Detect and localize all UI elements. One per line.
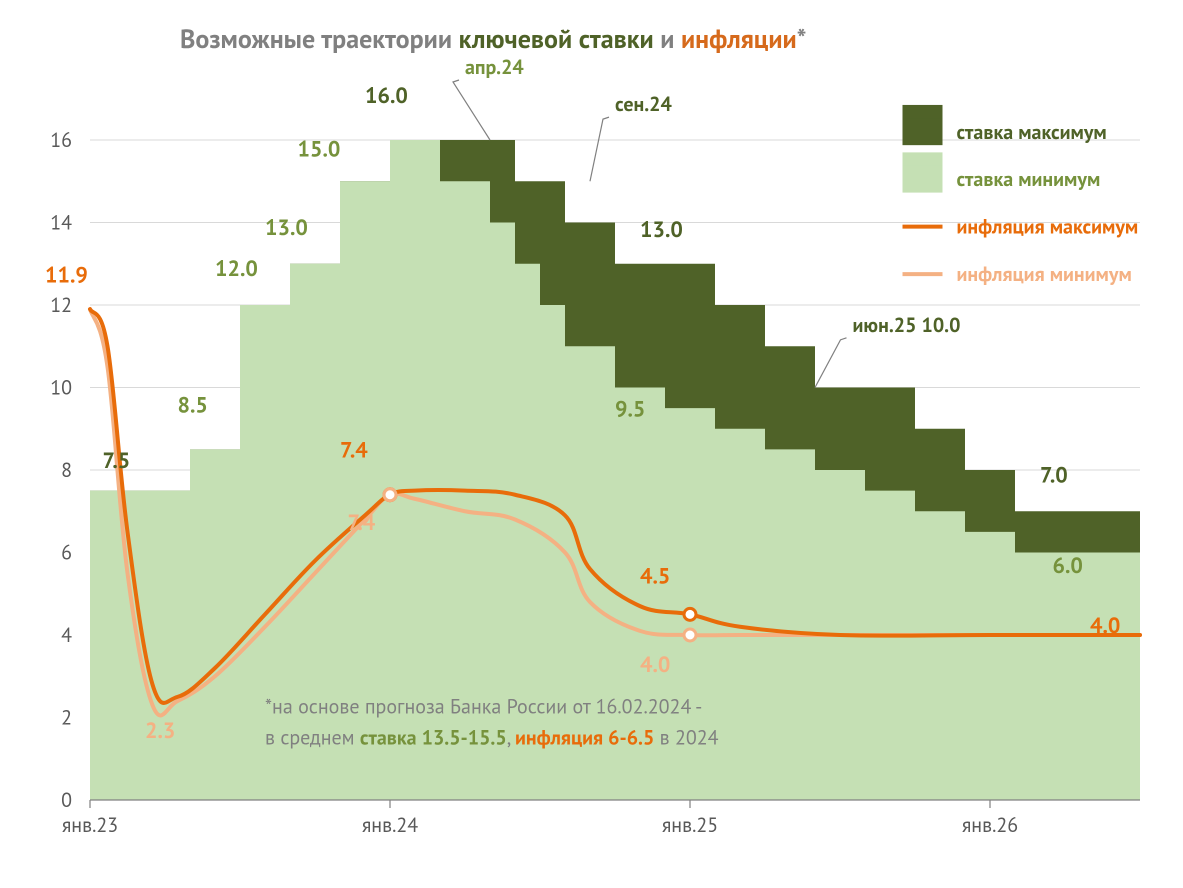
value-label: 13.0 bbox=[265, 214, 308, 242]
legend-swatch bbox=[903, 166, 943, 193]
y-tick-label: 8 bbox=[61, 457, 72, 483]
data-marker bbox=[384, 489, 396, 501]
value-label: 16.0 bbox=[365, 82, 408, 110]
legend-swatch bbox=[903, 118, 943, 145]
footnote-line2: в среднем ставка 13.5-15.5, инфляция 6-6… bbox=[265, 724, 719, 750]
value-label: 4.0 bbox=[1090, 612, 1120, 640]
x-tick-label: янв.23 bbox=[62, 812, 118, 838]
value-label: 13.0 bbox=[640, 216, 683, 244]
value-label: 2.3 bbox=[145, 717, 175, 745]
value-label: 7.5 bbox=[103, 447, 131, 475]
data-marker bbox=[684, 629, 696, 641]
value-label: 6.0 bbox=[1053, 552, 1083, 580]
value-label: 9.5 bbox=[615, 395, 645, 423]
value-label: 7.4 bbox=[348, 509, 376, 537]
callout-leader bbox=[590, 117, 609, 181]
y-tick-label: 10 bbox=[50, 375, 72, 401]
value-label: 12.0 bbox=[215, 255, 258, 283]
value-label: 4.0 bbox=[640, 651, 670, 679]
chart-svg: 0 2 4 6 8 10 12 14 16 янв.23 янв.24 янв.25 янв.26 апр… bbox=[0, 0, 1183, 888]
legend-label: ставка максимум bbox=[957, 119, 1107, 145]
chart-title: Возможные траектории ключевой ставки и и… bbox=[180, 23, 807, 56]
callout-label: июн.25 10.0 bbox=[853, 312, 961, 338]
y-tick-label: 12 bbox=[50, 292, 72, 318]
x-tick-label: янв.26 bbox=[962, 812, 1018, 838]
legend-label: ставка минимум bbox=[957, 166, 1101, 192]
x-tick-label: янв.24 bbox=[362, 812, 418, 838]
y-tick-label: 2 bbox=[61, 705, 72, 731]
value-label: 7.0 bbox=[1040, 461, 1068, 489]
y-tick-label: 16 bbox=[50, 127, 72, 153]
value-label: 15.0 bbox=[298, 136, 341, 164]
value-label: 7.4 bbox=[340, 437, 368, 465]
legend-label: инфляция минимум bbox=[957, 261, 1132, 287]
legend-label: инфляция максимум bbox=[957, 214, 1139, 240]
callout-leader bbox=[815, 338, 847, 388]
y-tick-label: 6 bbox=[61, 540, 72, 566]
callout-label: сен.24 bbox=[615, 91, 672, 117]
callout-leader bbox=[453, 80, 490, 140]
y-tick-label: 0 bbox=[61, 787, 72, 813]
value-label: 11.9 bbox=[45, 261, 88, 289]
value-label: 4.5 bbox=[640, 562, 670, 590]
x-tick-label: янв.25 bbox=[662, 812, 718, 838]
y-tick-label: 4 bbox=[61, 622, 72, 648]
value-label: 8.5 bbox=[178, 391, 208, 419]
data-marker bbox=[684, 608, 696, 620]
footnote-line1: *на основе прогноза Банка России от 16.0… bbox=[265, 693, 702, 719]
callout-label: апр.24 bbox=[465, 54, 524, 80]
y-tick-label: 14 bbox=[50, 210, 72, 236]
